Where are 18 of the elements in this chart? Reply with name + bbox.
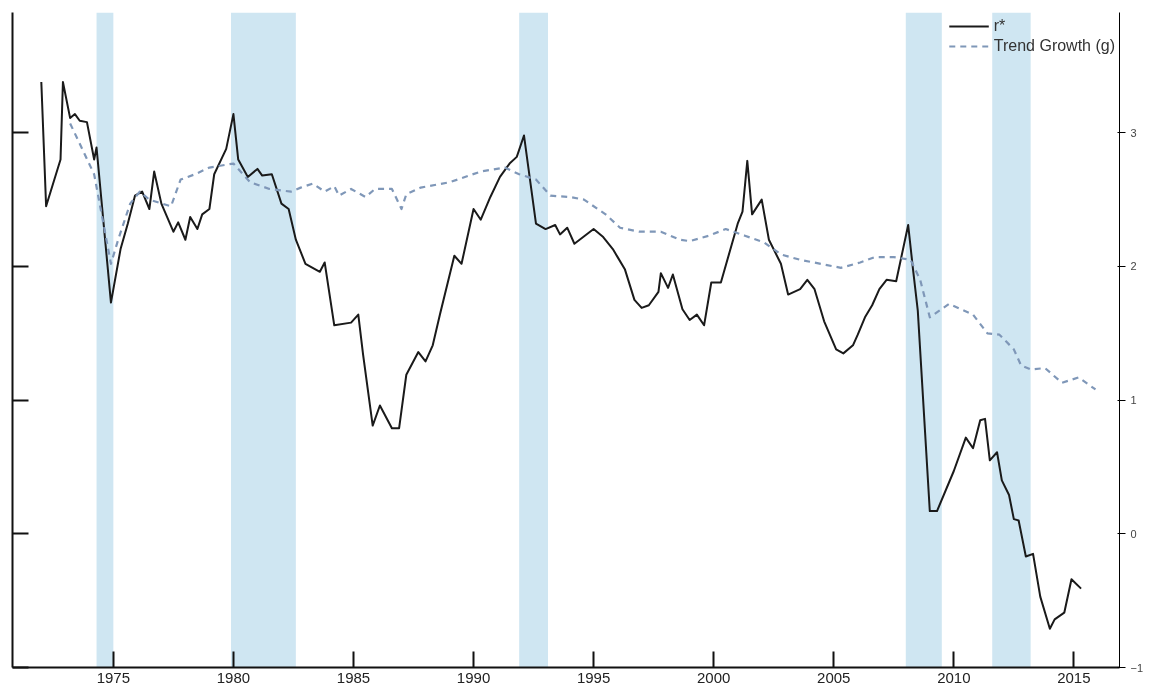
y-tick-label: 3: [1130, 126, 1137, 139]
legend-label: Trend Growth (g): [993, 37, 1115, 55]
x-tick-label: 2015: [1057, 668, 1091, 686]
x-tick-label: 2000: [697, 668, 731, 686]
line-series: [40, 81, 1083, 630]
x-tick-label: 2010: [937, 668, 971, 686]
x-tick-label: 1995: [576, 668, 611, 686]
x-tick-label: 2005: [817, 668, 851, 686]
y-tick-label: −1: [1130, 661, 1144, 674]
x-tick-label: 1980: [216, 668, 251, 686]
y-tick-label: 2: [1130, 260, 1137, 273]
x-tick-label: 1985: [336, 668, 371, 686]
x-tick-label: 1990: [456, 668, 491, 686]
legend-label: r*: [993, 17, 1007, 35]
line-series: [69, 122, 1097, 391]
y-tick-label: 0: [1130, 527, 1137, 540]
x-tick-label: 1975: [96, 668, 131, 686]
y-tick-label: 1: [1130, 394, 1137, 407]
